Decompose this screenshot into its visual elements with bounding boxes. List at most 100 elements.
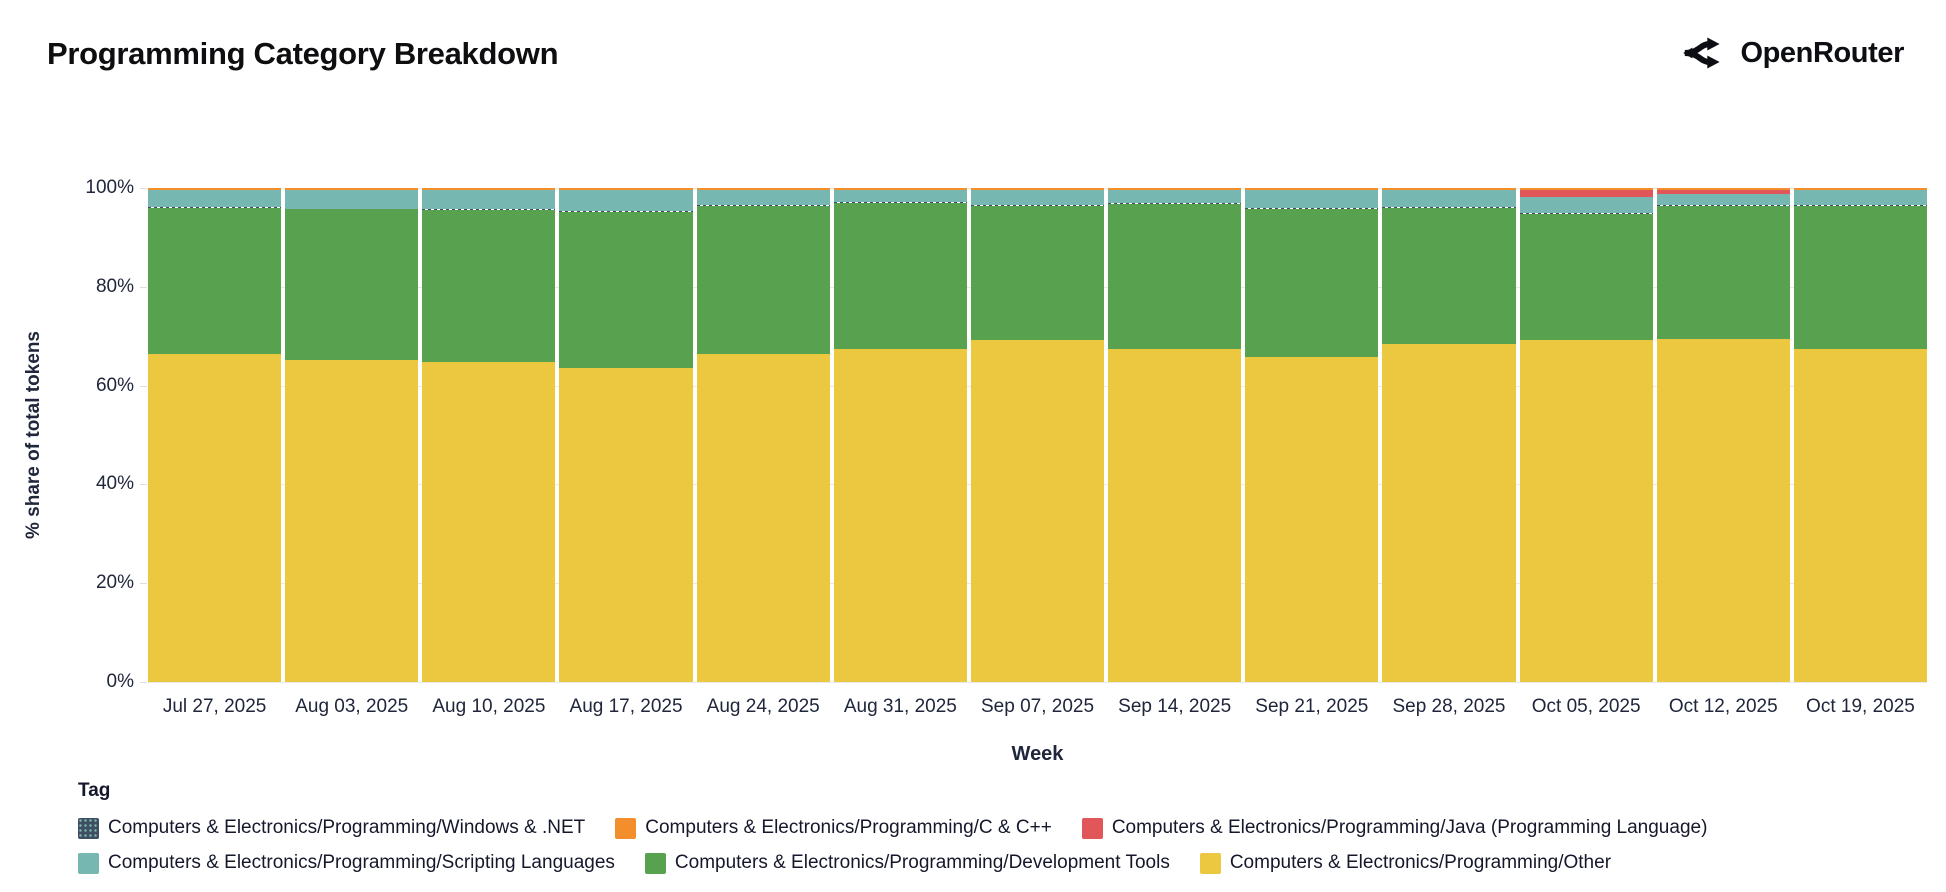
y-tick-label-100: 100%	[85, 177, 134, 198]
legend-item-scripting-languages[interactable]: Computers & Electronics/Programming/Scri…	[78, 852, 615, 874]
bar-segment-scripting-languages[interactable]	[148, 190, 282, 208]
bar-segment-c-cpp[interactable]	[696, 188, 830, 191]
bar-segment-other[interactable]	[1793, 348, 1928, 682]
bar-segment-development-tools[interactable]	[559, 211, 693, 368]
legend-item-development-tools[interactable]: Computers & Electronics/Programming/Deve…	[644, 852, 1170, 874]
bar-segment-other[interactable]	[1245, 356, 1379, 682]
bar-segment-scripting-languages[interactable]	[285, 190, 419, 209]
legend-label-windows-net: Computers & Electronics/Programming/Wind…	[108, 817, 586, 838]
bar-segment-other[interactable]	[1519, 339, 1653, 682]
openrouter-brand[interactable]: OpenRouter	[1682, 30, 1904, 76]
bar-oct-12-2025[interactable]	[1656, 188, 1790, 682]
bar-segment-other[interactable]	[422, 362, 556, 682]
bar-aug-31-2025[interactable]	[833, 188, 967, 682]
bar-segment-development-tools[interactable]	[1519, 214, 1653, 340]
bar-segment-c-cpp[interactable]	[1793, 188, 1928, 190]
bar-segment-scripting-languages[interactable]	[1519, 196, 1653, 214]
bar-segment-windows-net[interactable]	[1793, 205, 1928, 207]
x-tick-label-aug-31-2025: Aug 31, 2025	[843, 696, 957, 717]
bar-segment-development-tools[interactable]	[285, 209, 419, 360]
bar-segment-development-tools[interactable]	[422, 209, 556, 363]
plot-area	[148, 188, 1928, 683]
x-tick-label-oct-05-2025: Oct 05, 2025	[1531, 696, 1641, 717]
bar-segment-other[interactable]	[970, 339, 1105, 682]
bar-segment-java[interactable]	[1656, 190, 1790, 194]
bar-aug-10-2025[interactable]	[422, 188, 556, 682]
bar-segment-development-tools[interactable]	[148, 207, 282, 354]
bar-segment-scripting-languages[interactable]	[696, 190, 830, 205]
bar-segment-development-tools[interactable]	[970, 205, 1105, 340]
bar-segment-scripting-languages[interactable]	[833, 190, 967, 203]
bar-segment-c-cpp[interactable]	[148, 188, 282, 191]
bar-aug-17-2025[interactable]	[559, 188, 693, 682]
y-tickmark-60	[140, 385, 147, 387]
bar-segment-windows-net[interactable]	[1656, 204, 1790, 206]
bar-sep-21-2025[interactable]	[1245, 188, 1379, 682]
bar-segment-windows-net[interactable]	[1245, 208, 1379, 210]
bar-segment-other[interactable]	[1108, 349, 1242, 682]
bar-segment-windows-net[interactable]	[696, 204, 830, 206]
legend-item-other[interactable]: Computers & Electronics/Programming/Othe…	[1199, 852, 1611, 874]
bar-segment-development-tools[interactable]	[1793, 206, 1928, 349]
bar-segment-c-cpp[interactable]	[559, 188, 693, 191]
legend-swatch-other	[1199, 852, 1221, 874]
bar-segment-c-cpp[interactable]	[1108, 188, 1242, 190]
bar-segment-windows-net[interactable]	[970, 204, 1105, 206]
bar-segment-windows-net[interactable]	[559, 211, 693, 212]
bar-segment-windows-net[interactable]	[833, 202, 967, 204]
bar-segment-scripting-languages[interactable]	[1656, 193, 1790, 205]
bar-segment-development-tools[interactable]	[1382, 208, 1516, 344]
bar-segment-other[interactable]	[559, 367, 693, 682]
bar-segment-scripting-languages[interactable]	[1793, 190, 1928, 206]
bar-segment-development-tools[interactable]	[1245, 209, 1379, 357]
bar-segment-scripting-languages[interactable]	[1382, 190, 1516, 208]
bar-oct-19-2025[interactable]	[1793, 188, 1928, 682]
bar-segment-c-cpp[interactable]	[970, 188, 1105, 191]
bar-segment-windows-net[interactable]	[1108, 203, 1242, 205]
bar-segment-development-tools[interactable]	[833, 203, 967, 349]
bar-segment-windows-net[interactable]	[1382, 207, 1516, 209]
bar-aug-24-2025[interactable]	[696, 188, 830, 682]
bar-segment-scripting-languages[interactable]	[970, 190, 1105, 205]
bar-segment-other[interactable]	[1382, 343, 1516, 682]
bar-segment-development-tools[interactable]	[1108, 204, 1242, 350]
x-tick-label-sep-21-2025: Sep 21, 2025	[1255, 696, 1369, 717]
y-tick-label-80: 80%	[95, 275, 134, 297]
bar-segment-other[interactable]	[1656, 338, 1790, 682]
legend-label-scripting-languages: Computers & Electronics/Programming/Scri…	[108, 852, 615, 873]
bar-segment-scripting-languages[interactable]	[1245, 190, 1379, 209]
bar-segment-other[interactable]	[833, 348, 967, 682]
bar-segment-scripting-languages[interactable]	[1108, 190, 1242, 204]
bar-segment-other[interactable]	[148, 353, 282, 682]
bar-segment-other[interactable]	[285, 359, 419, 682]
bar-segment-development-tools[interactable]	[1656, 205, 1790, 339]
bar-sep-07-2025[interactable]	[970, 188, 1105, 682]
bar-segment-other[interactable]	[696, 353, 830, 682]
bar-segment-c-cpp[interactable]	[1245, 188, 1379, 191]
x-axis-title: Week	[1011, 743, 1064, 765]
bar-segment-c-cpp[interactable]	[1656, 188, 1790, 190]
bar-jul-27-2025[interactable]	[148, 188, 282, 682]
bar-segment-c-cpp[interactable]	[1382, 188, 1516, 191]
legend-item-java[interactable]: Computers & Electronics/Programming/Java…	[1081, 817, 1707, 839]
bar-segment-windows-net[interactable]	[285, 208, 419, 210]
bar-segment-c-cpp[interactable]	[833, 188, 967, 191]
bar-segment-scripting-languages[interactable]	[422, 190, 556, 210]
bar-sep-28-2025[interactable]	[1382, 188, 1516, 682]
x-tick-label-jul-27-2025: Jul 27, 2025	[162, 696, 267, 717]
legend-item-c-cpp[interactable]: Computers & Electronics/Programming/C & …	[615, 817, 1052, 839]
bar-aug-03-2025[interactable]	[285, 188, 419, 682]
x-tick-label-sep-28-2025: Sep 28, 2025	[1392, 696, 1506, 717]
legend-item-windows-net[interactable]: Computers & Electronics/Programming/Wind…	[78, 817, 585, 839]
bar-segment-development-tools[interactable]	[696, 205, 830, 354]
bar-segment-scripting-languages[interactable]	[559, 190, 693, 211]
bar-segment-c-cpp[interactable]	[285, 188, 419, 191]
bar-sep-14-2025[interactable]	[1108, 188, 1242, 682]
bar-segment-windows-net[interactable]	[148, 207, 282, 208]
bar-segment-c-cpp[interactable]	[1519, 188, 1653, 191]
bar-segment-windows-net[interactable]	[1519, 213, 1653, 215]
bar-segment-windows-net[interactable]	[422, 209, 556, 210]
bar-segment-java[interactable]	[1519, 190, 1653, 197]
bar-segment-c-cpp[interactable]	[422, 188, 556, 190]
bar-oct-05-2025[interactable]	[1519, 188, 1653, 682]
